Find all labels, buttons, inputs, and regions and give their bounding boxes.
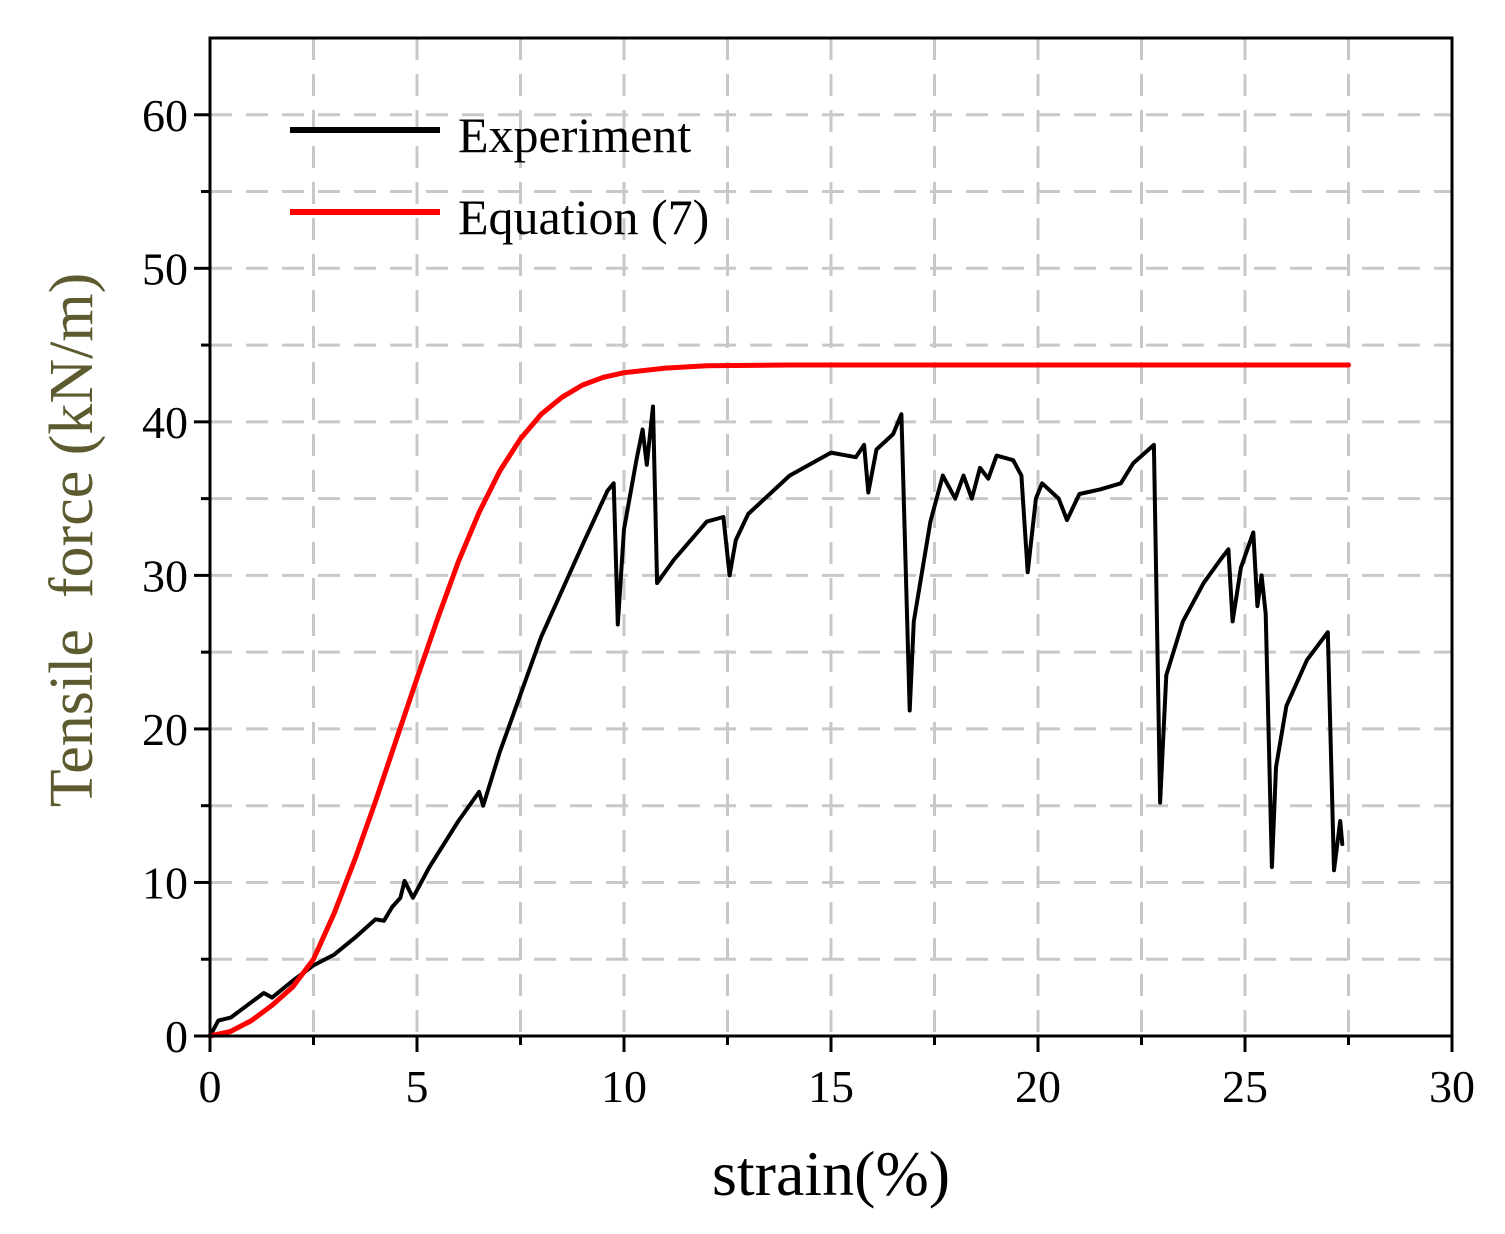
y-tick-label: 60 — [142, 90, 188, 141]
legend: Experiment Equation (7) — [290, 107, 709, 245]
x-tick-label: 25 — [1222, 1061, 1268, 1112]
y-tick-label: 30 — [142, 550, 188, 601]
x-tick-label: 20 — [1015, 1061, 1061, 1112]
x-tick-label: 0 — [199, 1061, 222, 1112]
x-tick-label: 5 — [406, 1061, 429, 1112]
grid-lines — [210, 38, 1452, 1036]
y-tick-label: 20 — [142, 704, 188, 755]
x-tick-label: 15 — [808, 1061, 854, 1112]
series-lines — [207, 362, 1351, 1039]
legend-label-equation: Equation (7) — [458, 189, 709, 245]
axis-ticks — [194, 113, 1454, 1052]
x-tick-label: 30 — [1429, 1061, 1475, 1112]
series-line-experiment — [208, 404, 1345, 1038]
legend-label-experiment: Experiment — [458, 107, 691, 163]
y-tick-label: 10 — [142, 857, 188, 908]
x-tick-label: 10 — [601, 1061, 647, 1112]
y-axis-title: Tensile force (kN/m) — [38, 273, 106, 808]
y-tick-labels: 0 10 20 30 40 50 60 — [142, 90, 188, 1062]
series-line-equation-7 — [207, 362, 1351, 1039]
y-tick-label: 0 — [165, 1011, 188, 1062]
y-tick-label: 50 — [142, 243, 188, 294]
y-tick-label: 40 — [142, 397, 188, 448]
x-axis-title: strain(%) — [712, 1138, 950, 1209]
x-tick-labels: 0 5 10 15 20 25 30 — [199, 1061, 1476, 1112]
